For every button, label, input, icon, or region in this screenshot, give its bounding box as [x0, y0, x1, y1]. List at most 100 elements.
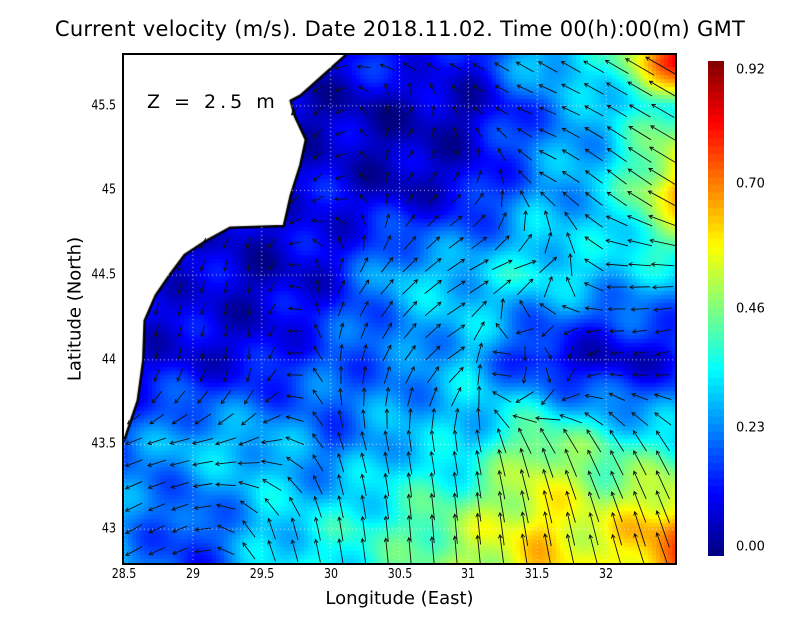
velocity-arrow — [609, 429, 625, 452]
velocity-arrow — [562, 191, 580, 207]
velocity-arrow — [200, 303, 205, 316]
velocity-arrow — [475, 449, 482, 476]
velocity-arrow — [383, 365, 391, 384]
velocity-arrow — [406, 429, 412, 452]
velocity-arrow — [407, 82, 413, 95]
velocity-arrow — [561, 106, 580, 116]
velocity-arrow — [407, 386, 414, 407]
speed-heatmap — [124, 55, 675, 563]
velocity-arrow — [216, 524, 235, 533]
velocity-arrow — [610, 350, 623, 356]
velocity-arrow — [559, 414, 583, 424]
velocity-arrow — [430, 149, 436, 161]
velocity-arrow — [217, 413, 234, 426]
velocity-arrow — [337, 235, 344, 250]
velocity-arrow — [520, 490, 529, 524]
velocity-arrow — [381, 300, 393, 317]
velocity-arrow — [338, 322, 345, 339]
velocity-arrow — [429, 386, 438, 407]
velocity-arrow — [199, 237, 207, 249]
velocity-arrow — [192, 460, 214, 467]
velocity-arrow — [649, 146, 675, 163]
velocity-arrow — [631, 392, 649, 401]
velocity-arrow — [360, 473, 367, 496]
velocity-arrow — [338, 257, 345, 272]
velocity-arrow — [170, 481, 189, 489]
velocity-arrow — [337, 474, 344, 496]
velocity-arrow — [515, 61, 534, 73]
velocity-arrow — [358, 279, 370, 295]
velocity-arrow — [238, 480, 260, 489]
velocity-arrow — [476, 407, 481, 431]
velocity-arrow — [452, 105, 460, 116]
x-tick-label: 29.5 — [249, 567, 275, 582]
velocity-arrow — [246, 259, 251, 272]
velocity-arrow — [337, 301, 345, 317]
velocity-arrow — [223, 259, 228, 272]
velocity-arrow — [494, 85, 509, 93]
velocity-arrow — [472, 85, 485, 93]
colorbar — [708, 61, 724, 556]
velocity-arrow — [285, 393, 304, 399]
velocity-arrow — [384, 105, 390, 116]
velocity-arrow — [151, 390, 163, 404]
velocity-arrow — [215, 503, 236, 510]
velocity-arrow — [518, 170, 532, 184]
velocity-arrow — [586, 429, 602, 453]
velocity-arrow — [538, 106, 557, 115]
colorbar-tick-label: 0.46 — [736, 301, 765, 316]
velocity-arrow — [585, 329, 602, 334]
velocity-arrow — [124, 481, 143, 490]
velocity-arrow — [446, 280, 466, 294]
velocity-arrow — [268, 325, 276, 338]
velocity-arrow — [543, 275, 553, 298]
velocity-arrow — [655, 490, 670, 524]
velocity-arrow — [383, 537, 389, 563]
velocity-arrow — [431, 407, 437, 430]
velocity-arrow — [494, 409, 510, 429]
velocity-arrow — [564, 211, 578, 230]
velocity-arrow — [174, 390, 186, 404]
velocity-arrow — [448, 237, 464, 249]
velocity-arrow — [544, 231, 553, 254]
velocity-arrow — [633, 490, 647, 523]
velocity-arrow — [406, 128, 414, 138]
velocity-arrow — [124, 437, 143, 446]
velocity-arrow — [512, 414, 537, 423]
velocity-arrow — [267, 539, 276, 562]
velocity-arrow — [563, 428, 579, 454]
velocity-arrow — [223, 325, 228, 338]
velocity-arrow — [584, 236, 604, 250]
velocity-arrow — [560, 61, 581, 73]
velocity-arrow — [385, 127, 390, 139]
velocity-arrow — [588, 534, 598, 563]
velocity-arrow — [223, 346, 229, 360]
velocity-arrow — [288, 284, 301, 289]
velocity-arrow — [516, 107, 533, 115]
velocity-arrow — [267, 238, 276, 249]
velocity-arrow — [451, 84, 461, 94]
velocity-arrow — [447, 346, 466, 360]
velocity-arrow — [334, 216, 347, 225]
velocity-arrow — [124, 459, 143, 468]
velocity-arrow — [633, 532, 645, 563]
velocity-arrow — [561, 304, 580, 313]
velocity-arrow — [475, 127, 483, 139]
velocity-arrow — [314, 323, 322, 338]
velocity-arrow — [475, 491, 482, 522]
velocity-arrow — [543, 209, 552, 232]
colorbar-tick-label: 0.23 — [736, 420, 765, 436]
y-tick-label: 45.5 — [91, 98, 116, 114]
velocity-arrow — [360, 515, 367, 542]
depth-annotation: Z = 2.5 m — [143, 91, 283, 113]
velocity-arrow — [452, 492, 458, 521]
velocity-arrow — [425, 345, 441, 361]
velocity-arrow — [335, 108, 347, 114]
velocity-arrow — [285, 456, 304, 470]
velocity-arrow — [171, 503, 189, 511]
velocity-arrow — [147, 503, 166, 512]
velocity-arrow — [405, 214, 416, 227]
y-tick-label: 43 — [101, 521, 116, 537]
velocity-arrow — [606, 284, 627, 290]
velocity-arrow — [148, 546, 165, 556]
